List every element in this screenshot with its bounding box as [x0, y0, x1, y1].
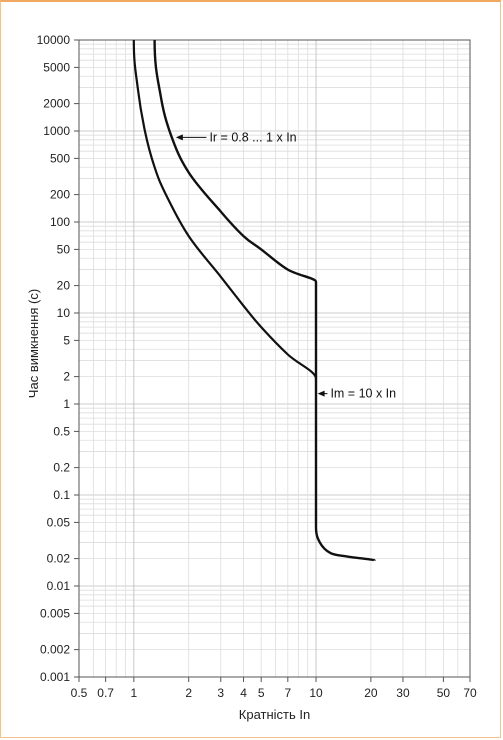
- x-tick-label: 7: [284, 686, 291, 700]
- y-tick-labels: 0.001 0.002 0.005 0.01 0.02 0.05 0.1 0.2 0.5 1 2 5 1…: [37, 33, 79, 684]
- x-tick-label: 70: [463, 686, 477, 700]
- x-tick-label: 1: [131, 686, 138, 700]
- annotation-arrow-head: [317, 390, 325, 397]
- x-tick-label: 20: [364, 686, 378, 700]
- y-tick-label: 100: [50, 215, 70, 229]
- y-tick-label: 50: [57, 242, 71, 256]
- x-tick-label: 30: [396, 686, 410, 700]
- y-tick-label: 5000: [43, 60, 70, 74]
- y-tick-label: 0.01: [47, 579, 71, 593]
- y-tick-label: 1000: [43, 124, 70, 138]
- y-tick-label: 0.02: [47, 552, 71, 566]
- y-tick-label: 10000: [37, 33, 71, 47]
- x-tick-label: 2: [185, 686, 192, 700]
- annotation-arrow-head: [175, 134, 183, 141]
- plot-border: [78, 39, 471, 678]
- annotations: Ir = 0.8 ... 1 x In Im = 10 x In: [175, 130, 396, 401]
- annotation-label-0: Ir = 0.8 ... 1 x In: [209, 130, 296, 144]
- y-tick-label: 10: [57, 306, 71, 320]
- annotation-label-1: Im = 10 x In: [330, 387, 396, 401]
- y-tick-label: 0.1: [53, 488, 70, 502]
- y-tick-label: 200: [50, 188, 70, 202]
- x-tick-label: 0.7: [97, 686, 114, 700]
- x-tick-label: 5: [258, 686, 265, 700]
- x-axis-label: Кратність In: [239, 707, 310, 722]
- y-axis-label: Час вимкнення (с): [26, 289, 41, 398]
- y-tick-label: 0.2: [53, 461, 70, 475]
- curves: [132, 39, 376, 562]
- y-tick-label: 2000: [43, 97, 70, 111]
- grid: [78, 40, 471, 678]
- y-tick-label: 5: [63, 333, 70, 347]
- y-tick-label: 0.002: [40, 643, 70, 657]
- y-tick-label: 0.05: [47, 515, 71, 529]
- y-tick-label: 0.5: [53, 424, 70, 438]
- x-tick-labels: 0.5 0.7 1 2 3 4 5 7 10 20 30 50 70: [71, 677, 477, 700]
- x-tick-label: 10: [309, 686, 323, 700]
- y-tick-label: 500: [50, 151, 70, 165]
- y-tick-label: 0.001: [40, 670, 70, 684]
- x-tick-label: 0.5: [71, 686, 88, 700]
- y-tick-label: 0.005: [40, 606, 70, 620]
- y-tick-label: 2: [63, 370, 70, 384]
- curve-upper: [153, 39, 376, 562]
- x-tick-label: 4: [240, 686, 247, 700]
- x-tick-label: 50: [437, 686, 451, 700]
- x-tick-label: 3: [217, 686, 224, 700]
- curve-lower: [132, 39, 318, 379]
- y-tick-label: 20: [57, 279, 71, 293]
- y-tick-label: 1: [63, 397, 70, 411]
